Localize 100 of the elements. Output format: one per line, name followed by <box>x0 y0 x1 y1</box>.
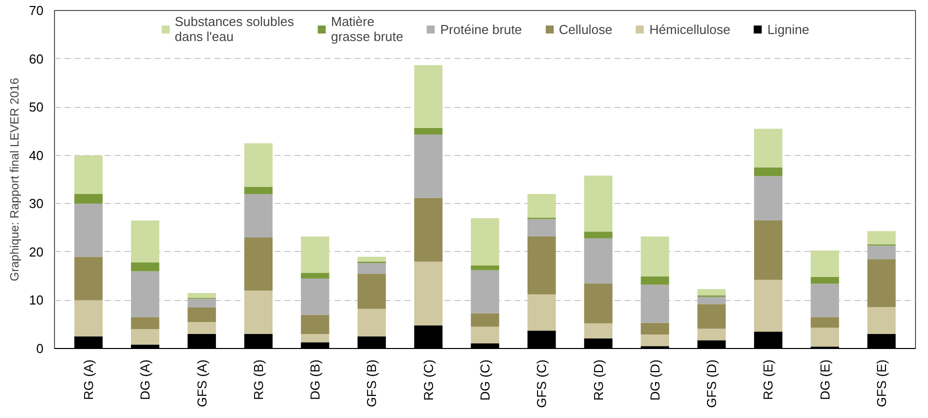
bar <box>300 314 330 334</box>
bar <box>810 250 840 278</box>
bar <box>640 322 670 334</box>
bar <box>584 232 612 238</box>
y-tick-label: 60 <box>29 51 44 66</box>
bar <box>244 143 273 187</box>
bar <box>414 65 443 128</box>
bar <box>810 284 840 318</box>
bar <box>130 317 160 330</box>
bar <box>584 323 612 338</box>
bar <box>130 220 160 263</box>
y-tick-label: 30 <box>29 196 44 212</box>
x-tick-label: DG (C) <box>478 359 492 401</box>
bar <box>640 284 670 323</box>
y-tick-label: 70 <box>29 3 44 18</box>
bar <box>358 274 386 309</box>
y-tick-label: 50 <box>29 100 44 115</box>
y-tick-label: 10 <box>29 292 44 308</box>
bar <box>74 204 103 257</box>
x-tick-label: RG (E) <box>760 359 776 400</box>
bar <box>130 271 160 318</box>
bar <box>300 272 330 278</box>
x-tick-label: DG (D) <box>647 359 662 401</box>
x-tick-label: GFS (E) <box>874 359 890 408</box>
bar <box>188 292 216 298</box>
bar <box>244 237 273 291</box>
bar <box>754 128 782 168</box>
bar <box>130 329 160 345</box>
bar <box>74 194 103 204</box>
bar <box>470 265 500 270</box>
bar <box>300 278 330 315</box>
x-tick-label: GFS (C) <box>534 359 550 408</box>
bar <box>470 326 500 344</box>
bar <box>527 219 556 236</box>
x-tick-label: DG (A) <box>138 359 153 400</box>
x-tick-label: DG (E) <box>817 359 832 400</box>
legend-label: Protéine brute <box>440 22 522 36</box>
bar <box>414 198 443 262</box>
x-tick-label: RG (C) <box>420 359 436 401</box>
x-tick-label: RG (A) <box>80 359 96 400</box>
bar <box>584 283 612 324</box>
bar <box>358 263 386 274</box>
bar <box>867 306 896 334</box>
bar <box>640 334 670 346</box>
bar <box>640 276 670 285</box>
bar <box>130 262 160 272</box>
x-tick-label: RG (B) <box>250 359 266 400</box>
bar <box>640 236 670 277</box>
bar <box>74 256 103 300</box>
bar <box>358 308 386 336</box>
bar <box>697 289 726 296</box>
bar <box>810 317 840 328</box>
bar <box>244 194 273 238</box>
x-tick-label: DG (B) <box>308 359 323 400</box>
legend-label: Substances solubles dans l'eau <box>174 14 294 44</box>
bar <box>470 218 500 266</box>
bar <box>697 304 726 329</box>
bar <box>527 194 556 218</box>
text: Graphique: Rapport final LEVER 2016 <box>8 77 22 282</box>
bar <box>414 134 443 198</box>
bar <box>754 176 782 221</box>
bar <box>470 270 500 314</box>
bar <box>584 238 612 284</box>
bar <box>358 256 386 262</box>
y-tick-label: 40 <box>29 148 44 163</box>
legend-label: Lignine <box>767 22 810 36</box>
bar <box>300 236 330 273</box>
x-tick-label: GFS (A) <box>194 359 210 408</box>
bar <box>697 296 726 304</box>
legend-label: Hémicellulose <box>649 22 730 36</box>
bar <box>188 298 216 308</box>
bar <box>584 176 612 232</box>
x-tick-label: RG (D) <box>590 359 606 401</box>
bar <box>188 307 216 322</box>
bar <box>867 259 896 307</box>
bar <box>300 334 330 342</box>
bar <box>414 128 443 135</box>
bar <box>810 277 840 284</box>
bar <box>470 313 500 327</box>
bar <box>697 328 726 340</box>
legend-label: Matière grasse brute <box>330 14 404 44</box>
bar <box>188 322 216 334</box>
bar <box>244 186 273 194</box>
bar <box>754 167 782 176</box>
y-tick-label: 20 <box>29 244 44 260</box>
bar <box>867 231 896 244</box>
bar <box>754 280 782 332</box>
bar <box>867 246 896 260</box>
bar <box>527 294 556 331</box>
bar <box>754 220 782 280</box>
x-tick-label: GFS (B) <box>364 359 380 408</box>
x-tick-label: GFS (D) <box>704 359 720 408</box>
bar <box>810 328 840 347</box>
bar <box>527 236 556 294</box>
bar <box>244 290 273 334</box>
bar <box>74 155 103 194</box>
bar <box>74 300 103 336</box>
y-tick-label: 0 <box>36 341 44 356</box>
bar <box>414 262 443 326</box>
legend-label: Cellulose <box>558 22 612 36</box>
